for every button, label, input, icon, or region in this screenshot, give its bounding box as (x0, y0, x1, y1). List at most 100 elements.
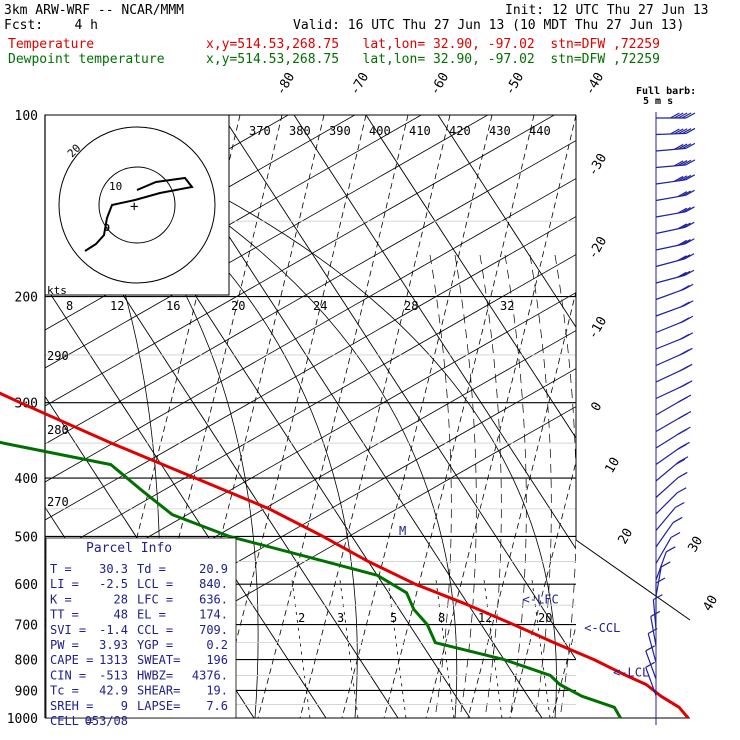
parcel-info-key: CIN = (50, 668, 86, 682)
parcel-info-title: Parcel Info (86, 541, 172, 556)
mixing-ratio-line (291, 579, 311, 718)
dewpoint-legend-label: Dewpoint temperature (8, 52, 165, 67)
parcel-info-key: CCL = (137, 623, 173, 637)
wind-barb (655, 315, 694, 334)
temperature-legend-label: Temperature (8, 37, 95, 52)
hodograph-inner-label: 10 (109, 180, 122, 193)
isotherm-tick-label: -10 (585, 314, 610, 342)
wind-speed-contour (429, 254, 452, 718)
dry-adiabat-line (45, 216, 576, 521)
temperature-profile-line (0, 391, 690, 719)
wind-barb (655, 174, 695, 185)
moist-adiabat-line (383, 115, 535, 718)
mixing-ratio-line (483, 579, 503, 718)
parcel-info-key: LAPSE= (137, 699, 180, 713)
pressure-tick-label: 600 (15, 578, 38, 593)
moist-adiabat-line (215, 115, 367, 718)
theta-e-line (179, 174, 557, 718)
parcel-info-key: Td = (137, 562, 166, 576)
wind-kts-label: kts (47, 284, 67, 297)
isotherm-tick-label: -80 (273, 70, 298, 98)
theta-tick-label: 420 (449, 124, 471, 138)
moist-adiabat-line (467, 289, 576, 718)
parcel-info-key: EL = (137, 608, 166, 622)
wind-barb (655, 471, 688, 498)
parcel-info-key: SVI = (50, 623, 86, 637)
pressure-tick-label: 800 (15, 654, 38, 669)
sounding-level-annotation: M (399, 524, 406, 538)
theta-e-tick-label: 280 (47, 423, 69, 437)
isotherm-line (221, 115, 576, 661)
dry-adiabat-line (45, 140, 576, 445)
parcel-info-key: CELL = (50, 714, 93, 728)
parcel-info-value: 20.9 (199, 562, 228, 576)
wind-speed-contour (504, 254, 527, 718)
wind-barb (655, 300, 694, 317)
parcel-info-key: PW = (50, 638, 79, 652)
isotherm-line (437, 115, 576, 329)
isotherm-tick-label: -30 (585, 151, 610, 179)
parcel-info-key: HWBZ= (137, 668, 173, 682)
wind-barb (655, 238, 695, 251)
wind-speed-tick-label: 8 (66, 299, 73, 313)
parcel-info-value: 4376. (192, 668, 228, 682)
mixing-ratio-tick-label: 5 (390, 611, 397, 625)
wind-speed-tick-label: 28 (404, 299, 418, 313)
wind-barb (655, 516, 683, 548)
wind-barb (645, 661, 657, 696)
parcel-info-value: 1313 (99, 653, 128, 667)
parcel-info-key: K = (50, 592, 72, 606)
wind-barb (655, 456, 689, 482)
wind-barb (656, 112, 696, 119)
wind-barb (655, 487, 687, 515)
parcel-info-value: 196 (206, 653, 228, 667)
moist-adiabat-line (341, 115, 493, 718)
wind-speed-tick-label: 16 (166, 299, 180, 313)
wind-barb (655, 501, 685, 531)
parcel-info-value: 7.6 (206, 699, 228, 713)
wind-barb (655, 142, 696, 152)
wind-barb (655, 347, 693, 367)
wind-barb (655, 363, 693, 383)
parcel-info-value: 9 (121, 699, 128, 713)
mixing-ratio-tick-label: 20 (538, 611, 552, 625)
wind-legend-unit: 5 m s (643, 96, 673, 107)
dewpoint-legend-info: x,y=514.53,268.75 lat,lon= 32.90, -97.02… (206, 52, 660, 67)
isotherm-tick-label: -40 (582, 70, 607, 98)
dry-adiabat-line (45, 115, 489, 369)
model-title: 3km ARW-WRF -- NCAR/MMM (4, 3, 185, 18)
wind-barb (647, 627, 658, 663)
parcel-info-value: 19. (206, 684, 228, 698)
pressure-tick-label: 700 (15, 619, 38, 634)
wind-legend-label: Full barb: (636, 86, 696, 97)
parcel-info-value: -2.5 (99, 577, 128, 591)
wind-barb (655, 546, 676, 581)
isotherm-tick-label: -20 (585, 234, 610, 262)
theta-tick-label: 400 (369, 124, 391, 138)
wind-barb (655, 531, 681, 564)
hodograph-ring-outer (58, 126, 216, 284)
dry-adiabat-line (45, 254, 576, 559)
isotherm-line (365, 115, 576, 439)
isotherm-tick-label: 0 (588, 400, 605, 414)
valid-time: Valid: 16 UTC Thu 27 Jun 13 (10 MDT Thu … (293, 18, 685, 33)
wind-speed-contour (479, 254, 502, 718)
isotherm-line (293, 115, 576, 550)
parcel-info-key: LI = (50, 577, 79, 591)
moist-adiabat-line (551, 624, 576, 718)
parcel-info-key: TT = (50, 608, 79, 622)
parcel-info-key: T = (50, 562, 72, 576)
parcel-info-value: 3.93 (99, 638, 128, 652)
dewpoint-profile-line (0, 440, 622, 719)
wind-speed-contour (554, 254, 576, 718)
parcel-info-value: 42.9 (99, 684, 128, 698)
moist-adiabat-line (257, 115, 409, 718)
theta-tick-label: 380 (289, 124, 311, 138)
hodograph-mean-marker: + (130, 199, 138, 215)
wind-barb (655, 283, 694, 301)
wind-barb (655, 332, 694, 350)
theta-tick-label: 390 (329, 124, 351, 138)
mixing-ratio-tick-label: 2 (298, 611, 305, 625)
isotherm-tick-label: 30 (685, 534, 706, 555)
